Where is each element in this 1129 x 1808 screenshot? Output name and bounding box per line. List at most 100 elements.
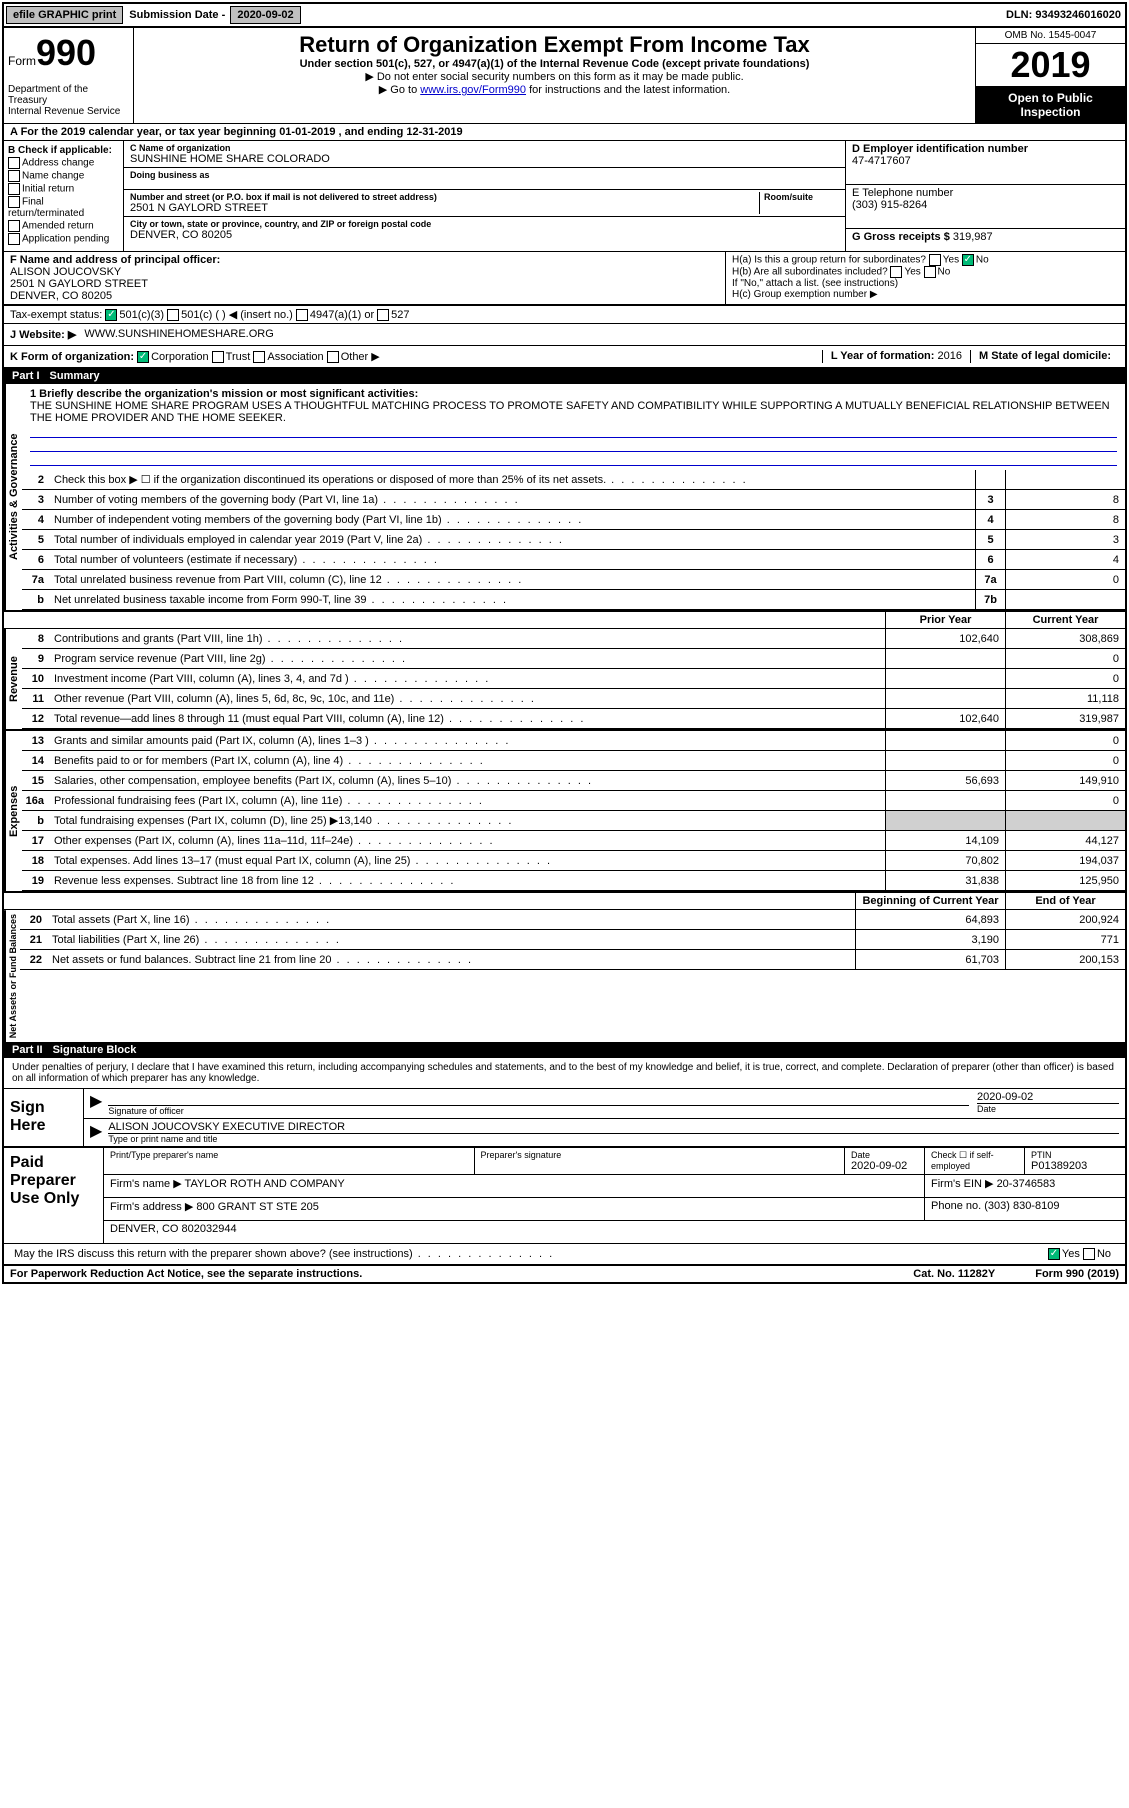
- row-k: K Form of organization: ✓Corporation Tru…: [4, 346, 1125, 368]
- city-state-zip: DENVER, CO 80205: [130, 229, 839, 241]
- cb-other[interactable]: [327, 351, 339, 363]
- firm-ein-label: Firm's EIN ▶: [931, 1178, 997, 1190]
- part1-header: Part ISummary: [4, 368, 1125, 384]
- cb-final-return[interactable]: Final return/terminated: [8, 196, 119, 219]
- vlabel-expenses: Expenses: [4, 731, 22, 891]
- cb-address-change[interactable]: Address change: [8, 157, 119, 169]
- dept-label: Department of the Treasury Internal Reve…: [8, 74, 129, 117]
- form-container: efile GRAPHIC print Submission Date - 20…: [2, 2, 1127, 1284]
- officer-printed-name: ALISON JOUCOVSKY EXECUTIVE DIRECTOR: [108, 1121, 1119, 1133]
- phone-label: E Telephone number: [852, 187, 1119, 199]
- i-label: Tax-exempt status:: [10, 309, 102, 321]
- col-header-2: Beginning of Current Year End of Year: [4, 891, 1125, 910]
- firm-addr-label: Firm's address ▶: [110, 1201, 196, 1213]
- cb-discuss-no[interactable]: [1083, 1248, 1095, 1260]
- irs-link[interactable]: www.irs.gov/Form990: [420, 84, 526, 96]
- line-10: 10Investment income (Part VIII, column (…: [22, 669, 1125, 689]
- website-value: WWW.SUNSHINEHOMESHARE.ORG: [84, 328, 273, 341]
- note-ssn: ▶ Do not enter social security numbers o…: [138, 70, 971, 83]
- line-9: 9Program service revenue (Part VIII, lin…: [22, 649, 1125, 669]
- expenses-section: Expenses 13Grants and similar amounts pa…: [4, 729, 1125, 891]
- cb-name-change[interactable]: Name change: [8, 170, 119, 182]
- prep-date-hdr: Date: [851, 1150, 918, 1160]
- line-21: 21Total liabilities (Part X, line 26)3,1…: [20, 930, 1125, 950]
- cb-501c3[interactable]: ✓: [105, 309, 117, 321]
- ein-label: D Employer identification number: [852, 143, 1119, 155]
- b-label: B Check if applicable:: [8, 145, 119, 156]
- line-2: 2Check this box ▶ ☐ if the organization …: [22, 470, 1125, 490]
- line-22: 22Net assets or fund balances. Subtract …: [20, 950, 1125, 970]
- row-j: J Website: ▶ WWW.SUNSHINEHOMESHARE.ORG: [4, 324, 1125, 346]
- firm-name: TAYLOR ROTH AND COMPANY: [185, 1178, 345, 1190]
- cat-no: Cat. No. 11282Y: [913, 1268, 995, 1280]
- col-d: D Employer identification number47-47176…: [845, 141, 1125, 251]
- gross-label: G Gross receipts $: [852, 231, 953, 243]
- efile-button[interactable]: efile GRAPHIC print: [6, 6, 123, 24]
- m-state: M State of legal domicile:: [970, 350, 1119, 363]
- street-address: 2501 N GAYLORD STREET: [130, 202, 759, 214]
- tax-year: 2019: [976, 44, 1125, 87]
- line-17: 17Other expenses (Part IX, column (A), l…: [22, 831, 1125, 851]
- cb-501c[interactable]: [167, 309, 179, 321]
- f-label: F Name and address of principal officer:: [10, 254, 719, 266]
- vlabel-netassets: Net Assets or Fund Balances: [4, 910, 20, 1042]
- dba-label: Doing business as: [130, 170, 839, 180]
- cb-corp[interactable]: ✓: [137, 351, 149, 363]
- firm-label: Firm's name ▶: [110, 1178, 185, 1190]
- cb-assoc[interactable]: [253, 351, 265, 363]
- cb-amended[interactable]: Amended return: [8, 220, 119, 232]
- end-year-hdr: End of Year: [1005, 893, 1125, 909]
- phone-value: (303) 915-8264: [852, 199, 1119, 211]
- line-b: bTotal fundraising expenses (Part IX, co…: [22, 811, 1125, 831]
- period-row: A For the 2019 calendar year, or tax yea…: [4, 124, 1125, 141]
- line-14: 14Benefits paid to or for members (Part …: [22, 751, 1125, 771]
- ptin-hdr: PTIN: [1031, 1150, 1119, 1160]
- l-year: L Year of formation: 2016: [822, 350, 970, 363]
- line-13: 13Grants and similar amounts paid (Part …: [22, 731, 1125, 751]
- prep-sig-hdr: Preparer's signature: [481, 1150, 839, 1160]
- org-name: SUNSHINE HOME SHARE COLORADO: [130, 153, 839, 165]
- col-c: C Name of organizationSUNSHINE HOME SHAR…: [124, 141, 845, 251]
- line-b: bNet unrelated business taxable income f…: [22, 590, 1125, 610]
- activities-section: Activities & Governance 1 Briefly descri…: [4, 384, 1125, 610]
- firm-addr1: 800 GRANT ST STE 205: [196, 1201, 318, 1213]
- line-4: 4Number of independent voting members of…: [22, 510, 1125, 530]
- footer: For Paperwork Reduction Act Notice, see …: [4, 1266, 1125, 1282]
- cb-4947[interactable]: [296, 309, 308, 321]
- cb-527[interactable]: [377, 309, 389, 321]
- penalty-text: Under penalties of perjury, I declare th…: [4, 1058, 1125, 1089]
- firm-addr2: DENVER, CO 802032944: [104, 1221, 1125, 1243]
- line-6: 6Total number of volunteers (estimate if…: [22, 550, 1125, 570]
- vlabel-revenue: Revenue: [4, 629, 22, 729]
- section-bcd: B Check if applicable: Address change Na…: [4, 141, 1125, 252]
- officer-addr1: 2501 N GAYLORD STREET: [10, 278, 719, 290]
- col-b: B Check if applicable: Address change Na…: [4, 141, 124, 251]
- begin-year-hdr: Beginning of Current Year: [855, 893, 1005, 909]
- prep-selfemp[interactable]: Check ☐ if self-employed: [925, 1148, 1025, 1174]
- line-7a: 7aTotal unrelated business revenue from …: [22, 570, 1125, 590]
- topbar: efile GRAPHIC print Submission Date - 20…: [4, 4, 1125, 28]
- line-12: 12Total revenue—add lines 8 through 11 (…: [22, 709, 1125, 729]
- discuss-text: May the IRS discuss this return with the…: [10, 1246, 1040, 1262]
- line-15: 15Salaries, other compensation, employee…: [22, 771, 1125, 791]
- preparer-block: Paid Preparer Use Only Print/Type prepar…: [4, 1148, 1125, 1243]
- ptin-value: P01389203: [1031, 1160, 1119, 1172]
- sign-here-label: Sign Here: [4, 1089, 84, 1146]
- cb-discuss-yes[interactable]: ✓: [1048, 1248, 1060, 1260]
- inspection-label: Open to Public Inspection: [976, 87, 1125, 123]
- paperwork-notice: For Paperwork Reduction Act Notice, see …: [10, 1268, 362, 1280]
- vlabel-activities: Activities & Governance: [4, 384, 22, 610]
- h-c: H(c) Group exemption number ▶: [732, 289, 1119, 300]
- line-5: 5Total number of individuals employed in…: [22, 530, 1125, 550]
- gross-value: 319,987: [953, 231, 993, 243]
- h-a: H(a) Is this a group return for subordin…: [732, 254, 1119, 266]
- cb-trust[interactable]: [212, 351, 224, 363]
- sign-date: 2020-09-02: [977, 1091, 1119, 1103]
- prep-date: 2020-09-02: [851, 1160, 918, 1172]
- line-11: 11Other revenue (Part VIII, column (A), …: [22, 689, 1125, 709]
- part2-header: Part IISignature Block: [4, 1042, 1125, 1058]
- cb-pending[interactable]: Application pending: [8, 233, 119, 245]
- revenue-section: Revenue 8Contributions and grants (Part …: [4, 629, 1125, 729]
- line-19: 19Revenue less expenses. Subtract line 1…: [22, 871, 1125, 891]
- cb-initial-return[interactable]: Initial return: [8, 183, 119, 195]
